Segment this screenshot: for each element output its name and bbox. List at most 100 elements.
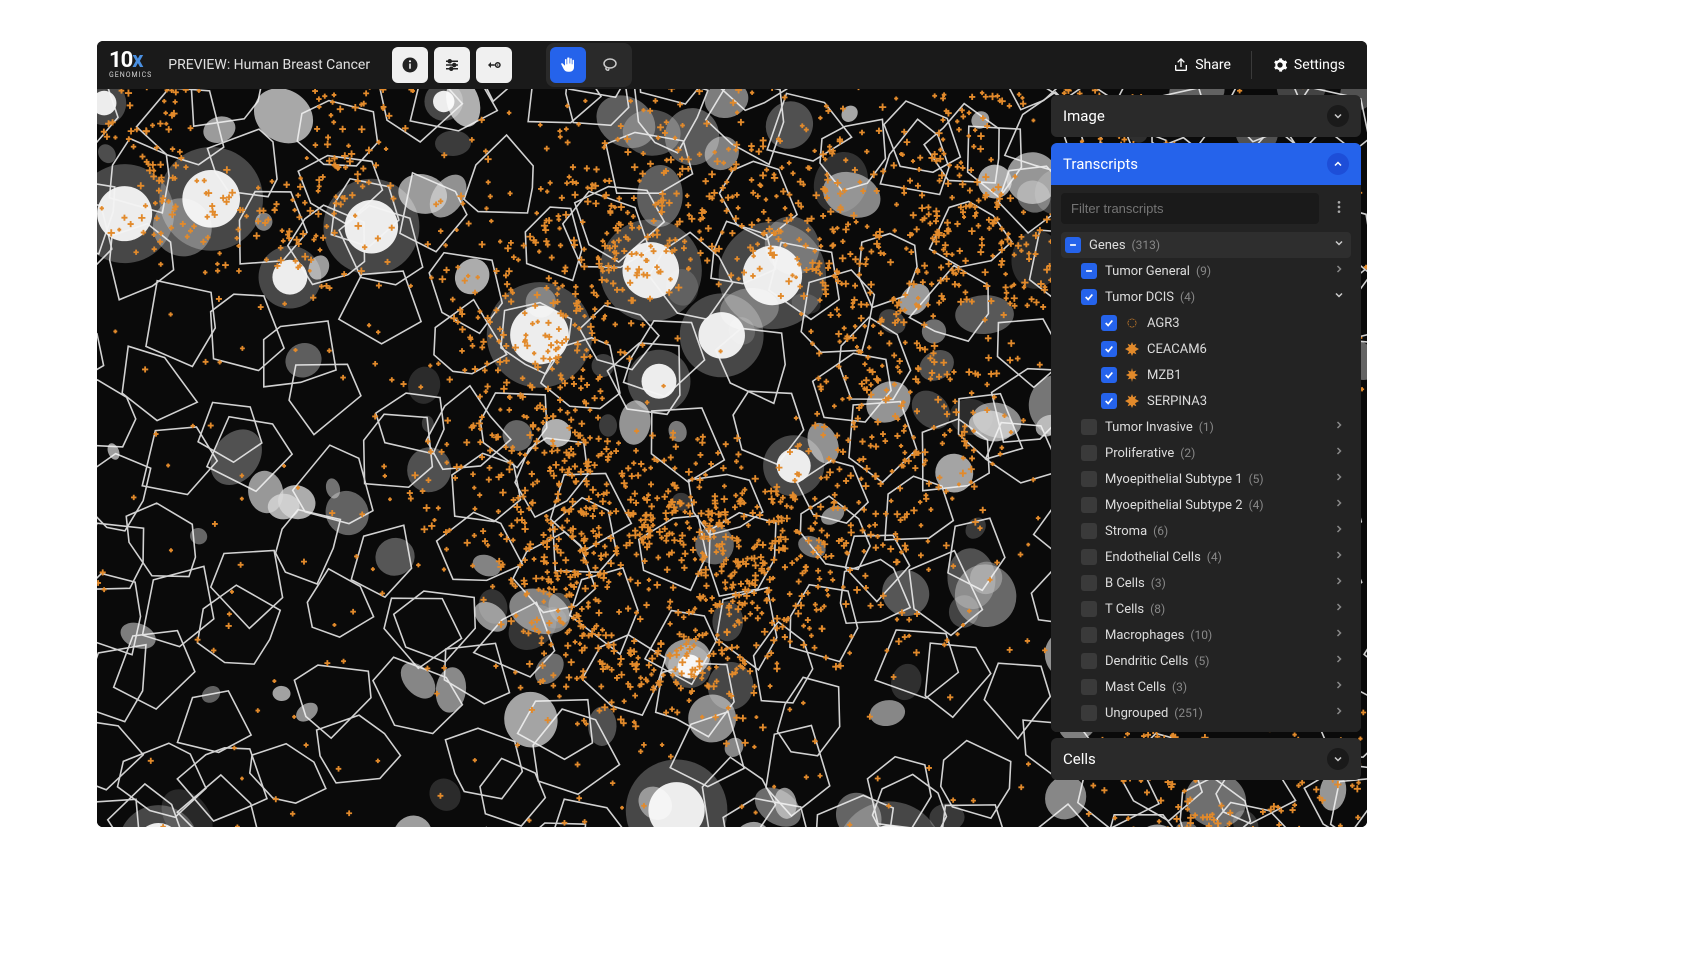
pan-tool-button[interactable] bbox=[550, 47, 586, 83]
checkbox[interactable] bbox=[1081, 289, 1097, 305]
main-area: Image Transcripts bbox=[97, 89, 1367, 827]
gear-icon bbox=[1272, 57, 1288, 73]
settings-button[interactable]: Settings bbox=[1262, 51, 1355, 79]
checkbox[interactable] bbox=[1081, 627, 1097, 643]
tree-group[interactable]: Mast Cells (3) bbox=[1061, 674, 1351, 700]
tree-group[interactable]: Ungrouped (251) bbox=[1061, 700, 1351, 726]
tree-leaf[interactable]: CEACAM6 bbox=[1061, 336, 1351, 362]
tree-group[interactable]: T Cells (8) bbox=[1061, 596, 1351, 622]
chevron-right-icon bbox=[1333, 471, 1345, 487]
tree-count: (3) bbox=[1151, 576, 1166, 590]
checkbox[interactable] bbox=[1081, 471, 1097, 487]
info-tools-group bbox=[392, 47, 512, 83]
tree-group[interactable]: Macrophages (10) bbox=[1061, 622, 1351, 648]
more-menu-button[interactable] bbox=[1327, 197, 1351, 221]
tree-count: (9) bbox=[1196, 264, 1211, 278]
cells-panel-title: Cells bbox=[1063, 750, 1096, 768]
checkbox[interactable] bbox=[1081, 575, 1097, 591]
tree-label: Tumor DCIS bbox=[1105, 290, 1174, 305]
locate-button[interactable] bbox=[476, 47, 512, 83]
brand-logo: 10x GENOMICS bbox=[109, 51, 152, 79]
checkbox[interactable] bbox=[1101, 315, 1117, 331]
transcripts-tree: Genes (313) Tumor General (9) Tumor DCIS… bbox=[1061, 232, 1351, 726]
checkbox[interactable] bbox=[1081, 497, 1097, 513]
chevron-right-icon bbox=[1333, 627, 1345, 643]
checkbox[interactable] bbox=[1101, 393, 1117, 409]
cells-panel: Cells bbox=[1051, 738, 1361, 780]
tree-label: T Cells bbox=[1105, 602, 1144, 617]
plus-burst-icon bbox=[1125, 342, 1139, 356]
app-frame: 10x GENOMICS PREVIEW: Human Breast Cance… bbox=[97, 41, 1367, 827]
tree-group[interactable]: Tumor DCIS (4) bbox=[1061, 284, 1351, 310]
tree-group[interactable]: Stroma (6) bbox=[1061, 518, 1351, 544]
checkbox[interactable] bbox=[1081, 679, 1097, 695]
checkbox[interactable] bbox=[1081, 601, 1097, 617]
tree-label: Myoepithelial Subtype 2 bbox=[1105, 498, 1243, 513]
dataset-title: PREVIEW: Human Breast Cancer bbox=[168, 57, 370, 73]
chevron-right-icon bbox=[1333, 445, 1345, 461]
info-button[interactable] bbox=[392, 47, 428, 83]
tree-count: (4) bbox=[1207, 550, 1222, 564]
checkbox[interactable] bbox=[1101, 341, 1117, 357]
toolbar: 10x GENOMICS PREVIEW: Human Breast Cance… bbox=[97, 41, 1367, 89]
checkbox[interactable] bbox=[1081, 523, 1097, 539]
tree-count: (313) bbox=[1132, 238, 1161, 252]
tree-group[interactable]: Myoepithelial Subtype 2 (4) bbox=[1061, 492, 1351, 518]
tree-leaf[interactable]: SERPINA3 bbox=[1061, 388, 1351, 414]
image-panel-title: Image bbox=[1063, 107, 1105, 125]
cells-panel-header[interactable]: Cells bbox=[1051, 738, 1361, 780]
selection-tools-group bbox=[546, 43, 632, 87]
chevron-right-icon bbox=[1333, 549, 1345, 565]
checkbox[interactable] bbox=[1081, 653, 1097, 669]
tree-group[interactable]: Tumor General (9) bbox=[1061, 258, 1351, 284]
plus-burst-icon bbox=[1125, 394, 1139, 408]
image-panel-header[interactable]: Image bbox=[1051, 95, 1361, 137]
checkbox[interactable] bbox=[1081, 263, 1097, 279]
checkbox[interactable] bbox=[1101, 367, 1117, 383]
checkbox[interactable] bbox=[1081, 419, 1097, 435]
gear-icon bbox=[1125, 316, 1139, 330]
tree-label: Myoepithelial Subtype 1 bbox=[1105, 472, 1243, 487]
tree-label: SERPINA3 bbox=[1147, 394, 1207, 409]
tree-label: Endothelial Cells bbox=[1105, 550, 1201, 565]
tree-group[interactable]: Proliferative (2) bbox=[1061, 440, 1351, 466]
tree-label: B Cells bbox=[1105, 576, 1145, 591]
tree-leaf[interactable]: MZB1 bbox=[1061, 362, 1351, 388]
tree-leaf[interactable]: AGR3 bbox=[1061, 310, 1351, 336]
tree-label: AGR3 bbox=[1147, 316, 1180, 331]
checkbox[interactable] bbox=[1081, 549, 1097, 565]
tree-group[interactable]: Endothelial Cells (4) bbox=[1061, 544, 1351, 570]
tree-group[interactable]: B Cells (3) bbox=[1061, 570, 1351, 596]
share-button[interactable]: Share bbox=[1163, 51, 1241, 79]
transcripts-panel-header[interactable]: Transcripts bbox=[1051, 143, 1361, 185]
chevron-right-icon bbox=[1333, 419, 1345, 435]
tree-label: Macrophages bbox=[1105, 628, 1184, 643]
chevron-down-icon bbox=[1333, 237, 1345, 253]
tree-count: (8) bbox=[1150, 602, 1165, 616]
checkbox[interactable] bbox=[1081, 705, 1097, 721]
tree-count: (3) bbox=[1172, 680, 1187, 694]
checkbox[interactable] bbox=[1081, 445, 1097, 461]
tree-group[interactable]: Tumor Invasive (1) bbox=[1061, 414, 1351, 440]
chevron-right-icon bbox=[1333, 263, 1345, 279]
share-label: Share bbox=[1195, 57, 1231, 73]
tree-root[interactable]: Genes (313) bbox=[1061, 232, 1351, 258]
tree-group[interactable]: Myoepithelial Subtype 1 (5) bbox=[1061, 466, 1351, 492]
lasso-icon bbox=[601, 56, 619, 74]
transcripts-panel-body: Genes (313) Tumor General (9) Tumor DCIS… bbox=[1051, 185, 1361, 732]
checkbox[interactable] bbox=[1065, 237, 1081, 253]
tree-count: (1) bbox=[1199, 420, 1214, 434]
dots-vertical-icon bbox=[1331, 199, 1347, 215]
sliders-button[interactable] bbox=[434, 47, 470, 83]
tree-count: (4) bbox=[1249, 498, 1264, 512]
tree-group[interactable]: Dendritic Cells (5) bbox=[1061, 648, 1351, 674]
transcripts-filter-input[interactable] bbox=[1061, 193, 1319, 224]
locate-icon bbox=[485, 56, 503, 74]
sliders-icon bbox=[443, 56, 461, 74]
lasso-tool-button[interactable] bbox=[592, 47, 628, 83]
tree-label: Proliferative bbox=[1105, 446, 1174, 461]
tree-label: Tumor General bbox=[1105, 264, 1190, 279]
info-icon bbox=[401, 56, 419, 74]
tree-count: (5) bbox=[1249, 472, 1264, 486]
tree-label: CEACAM6 bbox=[1147, 342, 1207, 357]
